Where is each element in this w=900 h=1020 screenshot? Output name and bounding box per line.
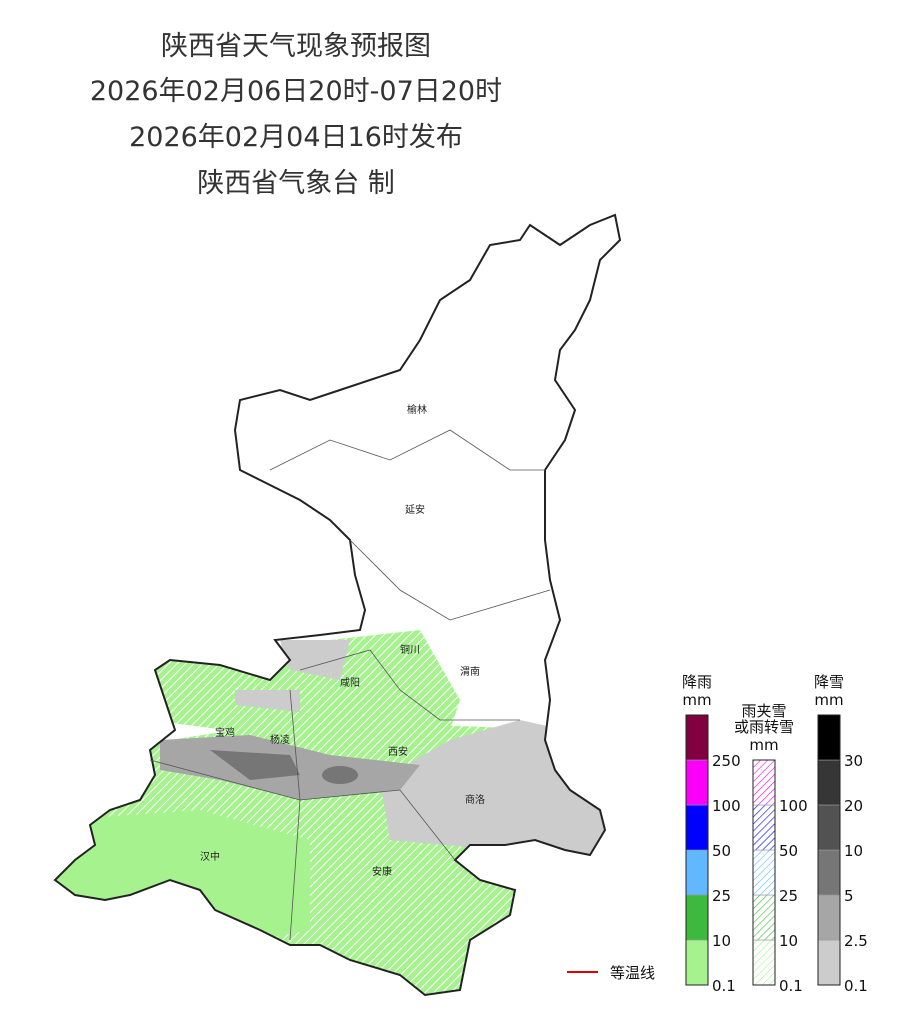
legend-tick-label: 5: [844, 887, 854, 905]
legend-tick-label: 10: [712, 932, 731, 950]
legend-tick-label: 100: [779, 797, 808, 815]
title: 陕西省天气现象预报图: [161, 31, 431, 62]
legend-frame: [685, 714, 709, 986]
city-borders: [149, 429, 551, 941]
legend-title: 雨夹雪: [741, 702, 786, 720]
legend-tick-label: 100: [712, 797, 741, 815]
legend-swatch: [752, 939, 776, 986]
legend-tick-label: 10: [844, 842, 863, 860]
legend-unit: mm: [682, 691, 711, 709]
legend-swatch: [817, 894, 841, 941]
legend-frame: [752, 759, 776, 986]
city-label: 商洛: [465, 793, 485, 806]
city-label: 宝鸡: [215, 726, 235, 739]
legend-swatch: [752, 849, 776, 896]
snow-area: [235, 690, 300, 712]
legend-tick-label: 25: [712, 887, 731, 905]
city-label: 渭南: [460, 665, 480, 678]
legend-swatch: [817, 759, 841, 806]
legend-swatch: [685, 804, 709, 851]
precip-areas: [55, 630, 610, 995]
legend-swatch: [752, 759, 776, 806]
legend-swatch: [817, 939, 841, 986]
legend-title: 降雪: [814, 673, 844, 691]
snow-area: [210, 750, 300, 780]
legend-swatch: [685, 759, 709, 806]
legend-swatch: [752, 804, 776, 851]
legend: 等温线0.1102550100250降雨mm0.1102550100雨夹雪或雨转…: [567, 673, 868, 995]
legend-tick-label: 50: [712, 842, 731, 860]
legend-swatch: [685, 939, 709, 986]
legend-tick-label: 2.5: [844, 932, 868, 950]
legend-title: 降雨: [682, 673, 712, 691]
legend-tick-label: 250: [712, 752, 741, 770]
legend-swatch: [685, 849, 709, 896]
snow-area: [322, 766, 358, 784]
legend-tick-label: 10: [779, 932, 798, 950]
header: 陕西省天气现象预报图 2026年02月06日20时-07日20时 2026年02…: [90, 31, 502, 199]
snow-area: [280, 640, 350, 680]
legend-swatch: [685, 714, 709, 761]
legend-unit: mm: [814, 691, 843, 709]
legend-tick-label: 25: [779, 887, 798, 905]
legend-tick-label: 20: [844, 797, 863, 815]
city-label: 杨凌: [270, 733, 290, 746]
isotherm-label: 等温线: [610, 964, 655, 982]
city-label: 咸阳: [340, 677, 360, 689]
city-label: 铜川: [400, 644, 420, 656]
legend-frame: [817, 714, 841, 986]
legend-tick-label: 50: [779, 842, 798, 860]
legend-tick-label: 0.1: [712, 977, 736, 995]
city-label: 榆林: [407, 403, 427, 416]
legend-tick-label: 0.1: [779, 977, 803, 995]
legend-swatch: [685, 894, 709, 941]
city-label: 安康: [372, 865, 392, 878]
legend-title: 或雨转雪: [734, 718, 794, 736]
city-label: 西安: [388, 745, 408, 758]
legend-tick-label: 0.1: [844, 977, 868, 995]
legend-swatch: [752, 894, 776, 941]
legend-swatch: [817, 849, 841, 896]
legend-swatch: [817, 714, 841, 761]
issued: 2026年02月04日16时发布: [129, 122, 463, 153]
agency: 陕西省气象台 制: [197, 168, 395, 199]
legend-tick-label: 30: [844, 752, 863, 770]
period: 2026年02月06日20时-07日20时: [90, 76, 502, 107]
legend-swatch: [817, 804, 841, 851]
city-label: 延安: [405, 503, 425, 516]
legend-unit: mm: [749, 736, 778, 754]
city-label: 汉中: [200, 850, 220, 863]
